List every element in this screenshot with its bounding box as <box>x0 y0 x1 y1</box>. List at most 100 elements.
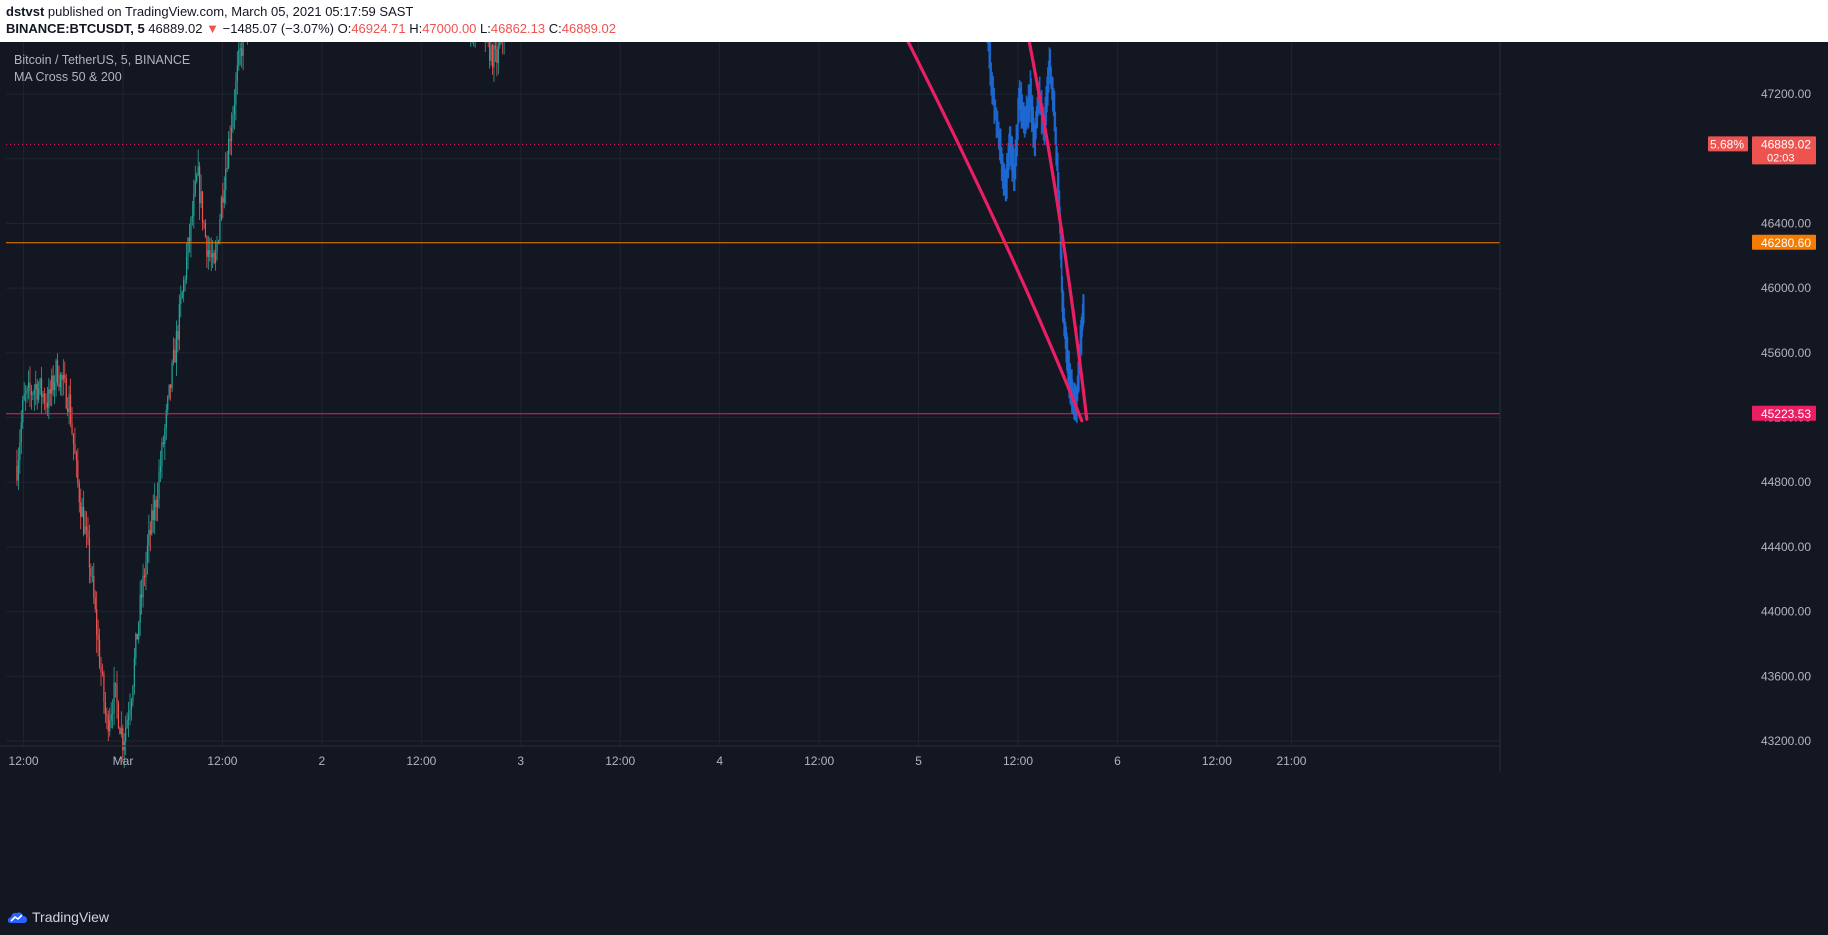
candle-body <box>59 374 62 388</box>
candle-body <box>232 114 234 128</box>
candle <box>148 514 150 564</box>
y-tick-label: 44400.00 <box>1761 540 1811 554</box>
low-label: L: <box>480 21 491 36</box>
candle <box>143 568 146 587</box>
candle-body <box>55 360 57 383</box>
candle-body <box>58 383 60 388</box>
candle <box>474 42 476 48</box>
candle <box>58 365 60 392</box>
price-chart[interactable]: 43200.00 43600.00 44000.00 44400.00 44800.00… <box>0 42 1828 902</box>
candle <box>19 429 21 474</box>
candle-body <box>164 428 166 444</box>
candle-body <box>161 442 163 467</box>
author-name[interactable]: dstvst <box>6 4 45 19</box>
candle <box>93 562 95 604</box>
x-tick-label: 21:00 <box>1276 754 1306 768</box>
candle <box>185 242 188 284</box>
candle <box>156 482 159 522</box>
candle-body <box>165 409 167 429</box>
candle <box>138 620 140 644</box>
y-tick-label: 46000.00 <box>1761 281 1811 295</box>
candle <box>247 42 248 45</box>
candle <box>90 563 92 584</box>
candle <box>216 235 218 261</box>
candle-body <box>225 168 227 191</box>
candle <box>197 149 199 177</box>
candle <box>149 521 151 552</box>
price-label[interactable]: 45223.53 <box>1752 405 1816 421</box>
percent-badge: 5.68% <box>1710 137 1744 151</box>
candle-body <box>93 575 95 598</box>
price-label-bg <box>1752 136 1816 165</box>
candle <box>120 711 122 738</box>
candle <box>191 200 193 226</box>
candle <box>129 693 131 726</box>
candle-body <box>54 382 56 391</box>
candle-body <box>16 466 18 481</box>
price-label[interactable]: 46280.60 <box>1752 234 1816 250</box>
channel-drawing[interactable] <box>624 42 1089 423</box>
candle-body <box>180 298 182 305</box>
projection-path <box>986 42 1085 424</box>
candle-body <box>158 472 160 499</box>
candle <box>473 42 475 47</box>
candle <box>155 495 157 522</box>
candle-body <box>46 403 48 408</box>
candle-body <box>104 701 106 714</box>
candle <box>35 370 37 406</box>
candle-body <box>52 375 54 391</box>
candle <box>190 216 192 258</box>
legend-indicator[interactable]: MA Cross 50 & 200 <box>14 70 122 84</box>
candle-body <box>49 389 51 394</box>
candle <box>496 42 498 77</box>
candle-body <box>43 393 46 403</box>
candle-body <box>48 389 50 408</box>
y-tick-label: 44000.00 <box>1761 605 1811 619</box>
candle <box>499 42 501 49</box>
chart-area[interactable]: 43200.00 43600.00 44000.00 44400.00 44800.00… <box>0 42 1828 902</box>
candle <box>206 235 208 269</box>
candle-body <box>183 280 185 293</box>
legend-title[interactable]: Bitcoin / TetherUS, 5, BINANCE <box>14 53 191 67</box>
x-tick-label: 12:00 <box>207 754 237 768</box>
candle <box>91 566 93 583</box>
candle <box>132 684 134 707</box>
tradingview-logo[interactable]: TradingView <box>6 909 109 925</box>
candle <box>170 384 172 401</box>
candle-body <box>141 594 143 598</box>
candle <box>112 699 114 729</box>
candle-body <box>216 242 218 252</box>
close-label: C: <box>548 21 562 36</box>
candle-body <box>185 257 188 280</box>
price-label-bg <box>1752 405 1816 421</box>
candle <box>122 724 124 763</box>
x-tick-label: 5 <box>915 754 922 768</box>
x-tick-label: 12:00 <box>406 754 436 768</box>
candle <box>88 524 91 584</box>
candle-body <box>19 442 21 461</box>
horizontal-lines[interactable] <box>6 143 1500 415</box>
candle <box>30 384 33 410</box>
candle <box>159 450 162 483</box>
candle <box>489 42 491 69</box>
open-label: O: <box>337 21 352 36</box>
candle <box>219 213 221 245</box>
candle <box>200 174 202 209</box>
x-tick-label: 12:00 <box>9 754 39 768</box>
candle-body <box>204 223 207 237</box>
ohlc-line: BINANCE:BTCUSDT, 5 46889.02 ▼ −1485.07 (… <box>6 21 616 36</box>
candle-body <box>171 362 173 389</box>
candle <box>232 106 234 133</box>
candle <box>177 325 179 353</box>
channel-lower-curve[interactable] <box>624 42 1084 423</box>
axes[interactable]: 43200.00 43600.00 44000.00 44400.00 44800.00… <box>0 42 1816 772</box>
candle <box>20 410 22 455</box>
candle-body <box>497 45 499 63</box>
candle-body <box>190 218 192 241</box>
channel-upper-curve[interactable] <box>645 42 1089 421</box>
candle-body <box>67 408 69 413</box>
candle-body <box>77 460 79 483</box>
candle-body <box>170 384 172 389</box>
candle <box>36 378 38 410</box>
